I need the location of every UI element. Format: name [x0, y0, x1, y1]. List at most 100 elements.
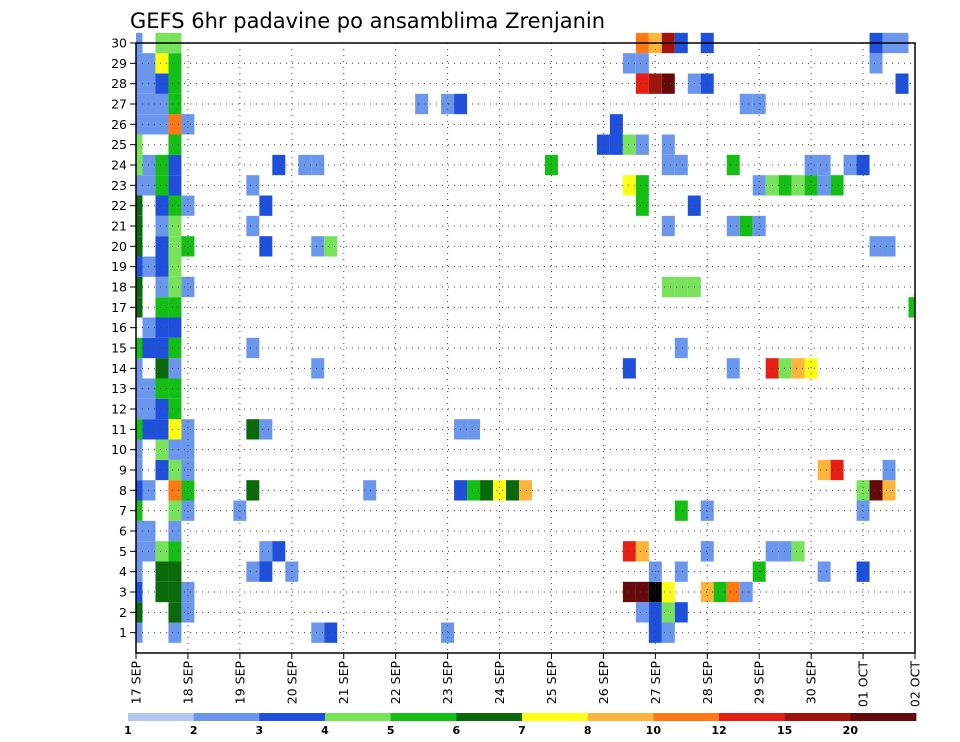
- heatmap-cell: [415, 93, 429, 115]
- heatmap-cell: [674, 602, 688, 623]
- heatmap-cell: [136, 114, 143, 135]
- heatmap-cell: [804, 175, 818, 196]
- heatmap-cell: [168, 398, 182, 420]
- heatmap-cell: [155, 53, 169, 74]
- heatmap-cell: [726, 154, 740, 176]
- heatmap-cell: [136, 53, 143, 74]
- colorbar-label: 2: [190, 724, 198, 737]
- y-tick-label: 26: [111, 117, 127, 132]
- x-tick-label: 22 SEP: [388, 661, 403, 705]
- colorbar-label: 4: [321, 724, 329, 737]
- heatmap-cell: [136, 602, 143, 623]
- heatmap-cell: [181, 602, 195, 623]
- x-tick-label: 23 SEP: [440, 661, 455, 705]
- heatmap-cell: [136, 337, 143, 359]
- heatmap-cell: [467, 419, 481, 440]
- y-tick-label: 24: [111, 158, 127, 173]
- heatmap-cell: [136, 398, 143, 420]
- heatmap-cell: [168, 602, 182, 623]
- heatmap-cell: [155, 175, 169, 196]
- heatmap-cell: [856, 480, 870, 501]
- y-tick-label: 10: [111, 442, 127, 457]
- heatmap-cell: [155, 154, 169, 176]
- heatmap-cell: [324, 622, 338, 643]
- heatmap-cell: [480, 480, 494, 501]
- heatmap-cell: [155, 236, 169, 257]
- heatmap-cell: [136, 419, 143, 440]
- colorbar-label: 12: [711, 724, 726, 737]
- y-tick-label: 16: [111, 320, 127, 335]
- heatmap-cell: [168, 439, 182, 460]
- heatmap-cell: [272, 541, 286, 562]
- colorbar-label: 5: [387, 724, 395, 737]
- heatmap-cell: [882, 236, 896, 257]
- heatmap-cell: [246, 337, 260, 359]
- colorbar-label: 10: [646, 724, 662, 737]
- heatmap-cell: [674, 337, 688, 359]
- y-tick-label: 25: [111, 137, 127, 152]
- heatmap-cell: [661, 73, 675, 94]
- heatmap-cell: [136, 93, 143, 115]
- heatmap-cell: [136, 378, 143, 399]
- heatmap-cell: [155, 215, 169, 237]
- heatmap-cell: [155, 439, 169, 460]
- heatmap-cell: [168, 541, 182, 562]
- heatmap-cell: [155, 73, 169, 94]
- y-tick-label: 13: [111, 381, 127, 396]
- colorbar-swatch: [128, 713, 195, 721]
- heatmap-cell: [622, 581, 636, 603]
- heatmap-cell: [882, 480, 896, 501]
- heatmap-cell: [136, 215, 143, 237]
- heatmap-cell: [136, 541, 143, 562]
- x-tick-label: 30 SEP: [804, 661, 819, 705]
- heatmap-cell: [830, 175, 844, 196]
- x-tick-label: 28 SEP: [700, 661, 715, 705]
- heatmap-cell: [726, 358, 740, 379]
- heatmap-cell: [635, 541, 649, 562]
- colorbar-label: 8: [584, 724, 592, 737]
- heatmap-cell: [136, 439, 143, 460]
- x-tick-label: 24 SEP: [492, 661, 507, 705]
- heatmap-cell: [168, 53, 182, 74]
- heatmap-cell: [168, 581, 182, 603]
- y-tick-label: 7: [119, 503, 127, 518]
- heatmap-cell: [136, 195, 143, 216]
- y-tick-label: 11: [111, 422, 127, 437]
- x-tick-label: 17 SEP: [129, 661, 144, 705]
- y-tick-label: 27: [111, 97, 127, 112]
- heatmap-cell: [155, 419, 169, 440]
- heatmap-cell: [791, 175, 805, 196]
- heatmap-cell: [155, 398, 169, 420]
- y-tick-label: 28: [111, 76, 127, 91]
- heatmap-cell: [181, 439, 195, 460]
- chart-title: GEFS 6hr padavine po ansamblima Zrenjani…: [130, 9, 605, 33]
- heatmap-cell: [856, 500, 870, 521]
- heatmap-cell: [155, 541, 169, 562]
- heatmap-cell: [804, 358, 818, 379]
- heatmap-cell: [700, 581, 714, 603]
- heatmap-cell: [674, 276, 688, 298]
- heatmap-cell: [259, 236, 273, 257]
- heatmap-cell: [155, 459, 169, 481]
- y-tick-label: 23: [111, 178, 127, 193]
- x-tick-label: 25 SEP: [544, 661, 559, 705]
- heatmap-cell: [817, 561, 831, 582]
- heatmap-cell: [155, 317, 169, 338]
- y-tick-label: 9: [119, 463, 127, 478]
- heatmap-cell: [661, 215, 675, 237]
- heatmap-cell: [752, 175, 766, 196]
- x-tick-label: 01 OCT: [856, 661, 871, 707]
- heatmap-cell: [181, 480, 195, 501]
- heatmap-cell: [168, 256, 182, 277]
- y-tick-label: 18: [111, 280, 127, 295]
- heatmap-cell: [246, 175, 260, 196]
- heatmap-cell: [726, 581, 740, 603]
- colorbar-label: 1: [124, 724, 132, 737]
- heatmap-cell: [700, 541, 714, 562]
- heatmap-cell: [168, 276, 182, 298]
- heatmap-cell: [311, 236, 325, 257]
- heatmap-cell: [817, 154, 831, 176]
- heatmap-cell: [136, 276, 143, 298]
- heatmap-cell: [817, 175, 831, 196]
- x-tick-label: 02 OCT: [908, 661, 923, 707]
